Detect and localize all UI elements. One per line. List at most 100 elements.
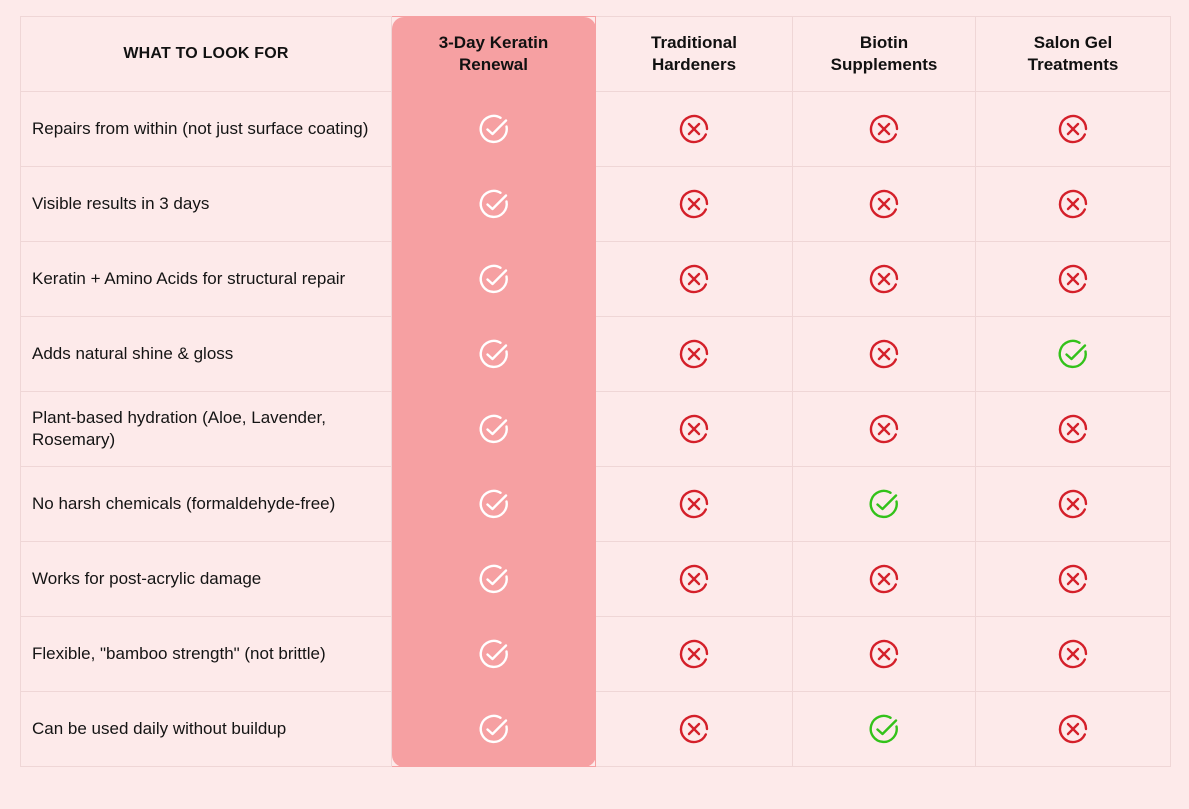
x-circle-icon [677,637,711,671]
mark-cell [975,466,1171,542]
check-circle-icon [477,412,511,446]
x-circle-icon [867,112,901,146]
column-header-line: Salon Gel [1033,33,1113,52]
column-header-traditional-hardeners: Traditional Hardeners [595,16,793,92]
mark-cell [391,616,596,692]
x-circle-icon [677,412,711,446]
mark-cell [391,691,596,767]
mark-cell [595,541,793,617]
mark-cell [975,166,1171,242]
mark-cell [391,466,596,542]
mark-cell [792,616,976,692]
check-circle-icon [477,487,511,521]
table-row: Adds natural shine & gloss [20,316,1171,392]
mark-cell [595,241,793,317]
mark-cell [391,166,596,242]
feature-cell: Keratin + Amino Acids for structural rep… [20,241,392,317]
column-header-line: Traditional [651,33,737,52]
table-row: Can be used daily without buildup [20,691,1171,767]
feature-cell: Plant-based hydration (Aloe, Lavender, R… [20,391,392,467]
column-header-line: Renewal [459,55,528,74]
x-circle-icon [867,262,901,296]
mark-cell [391,316,596,392]
check-circle-icon [867,712,901,746]
mark-cell [975,91,1171,167]
check-circle-icon [477,112,511,146]
mark-cell [975,691,1171,767]
comparison-table-wrap: WHAT TO LOOK FOR 3-Day Keratin Renewal T… [20,16,1171,767]
x-circle-icon [1056,412,1090,446]
column-header-line: Hardeners [651,55,737,74]
mark-cell [595,166,793,242]
mark-cell [792,691,976,767]
column-header-line: Biotin [859,33,909,52]
mark-cell [792,241,976,317]
table-row: Repairs from within (not just surface co… [20,91,1171,167]
mark-cell [595,91,793,167]
feature-column-header: WHAT TO LOOK FOR [20,16,392,92]
mark-cell [391,391,596,467]
x-circle-icon [677,487,711,521]
column-header-line: 3-Day Keratin [438,33,549,52]
feature-cell: No harsh chemicals (formaldehyde-free) [20,466,392,542]
mark-cell [975,541,1171,617]
mark-cell [792,541,976,617]
mark-cell [792,91,976,167]
column-header-salon-gel-treatments: Salon Gel Treatments [975,16,1171,92]
column-header-biotin-supplements: Biotin Supplements [792,16,976,92]
mark-cell [792,466,976,542]
check-circle-icon [867,487,901,521]
mark-cell [595,316,793,392]
table-row: Keratin + Amino Acids for structural rep… [20,241,1171,317]
comparison-table: WHAT TO LOOK FOR 3-Day Keratin Renewal T… [20,16,1171,767]
check-circle-icon [1056,337,1090,371]
mark-cell [975,391,1171,467]
mark-cell [975,616,1171,692]
x-circle-icon [1056,187,1090,221]
feature-cell: Flexible, "bamboo strength" (not brittle… [20,616,392,692]
feature-cell: Works for post-acrylic damage [20,541,392,617]
mark-cell [975,316,1171,392]
table-row: Works for post-acrylic damage [20,541,1171,617]
check-circle-icon [477,712,511,746]
x-circle-icon [1056,487,1090,521]
mark-cell [792,391,976,467]
check-circle-icon [477,187,511,221]
table-body: Repairs from within (not just surface co… [20,91,1171,767]
x-circle-icon [677,337,711,371]
x-circle-icon [1056,112,1090,146]
check-circle-icon [477,562,511,596]
check-circle-icon [477,637,511,671]
mark-cell [391,541,596,617]
mark-cell [595,691,793,767]
feature-cell: Repairs from within (not just surface co… [20,91,392,167]
table-row: No harsh chemicals (formaldehyde-free) [20,466,1171,542]
x-circle-icon [1056,712,1090,746]
mark-cell [792,166,976,242]
mark-cell [391,241,596,317]
x-circle-icon [677,187,711,221]
mark-cell [595,466,793,542]
feature-cell: Adds natural shine & gloss [20,316,392,392]
check-circle-icon [477,262,511,296]
header-row: WHAT TO LOOK FOR 3-Day Keratin Renewal T… [20,16,1171,92]
x-circle-icon [867,637,901,671]
x-circle-icon [1056,562,1090,596]
column-header-line: Treatments [1027,55,1119,74]
mark-cell [391,91,596,167]
x-circle-icon [677,112,711,146]
x-circle-icon [677,712,711,746]
mark-cell [595,391,793,467]
mark-cell [975,241,1171,317]
x-circle-icon [1056,637,1090,671]
x-circle-icon [677,262,711,296]
column-header-line: Supplements [830,55,938,74]
table-row: Visible results in 3 days [20,166,1171,242]
feature-cell: Can be used daily without buildup [20,691,392,767]
x-circle-icon [677,562,711,596]
column-header-keratin-renewal: 3-Day Keratin Renewal [391,16,596,92]
table-row: Flexible, "bamboo strength" (not brittle… [20,616,1171,692]
x-circle-icon [867,187,901,221]
feature-cell: Visible results in 3 days [20,166,392,242]
x-circle-icon [867,562,901,596]
